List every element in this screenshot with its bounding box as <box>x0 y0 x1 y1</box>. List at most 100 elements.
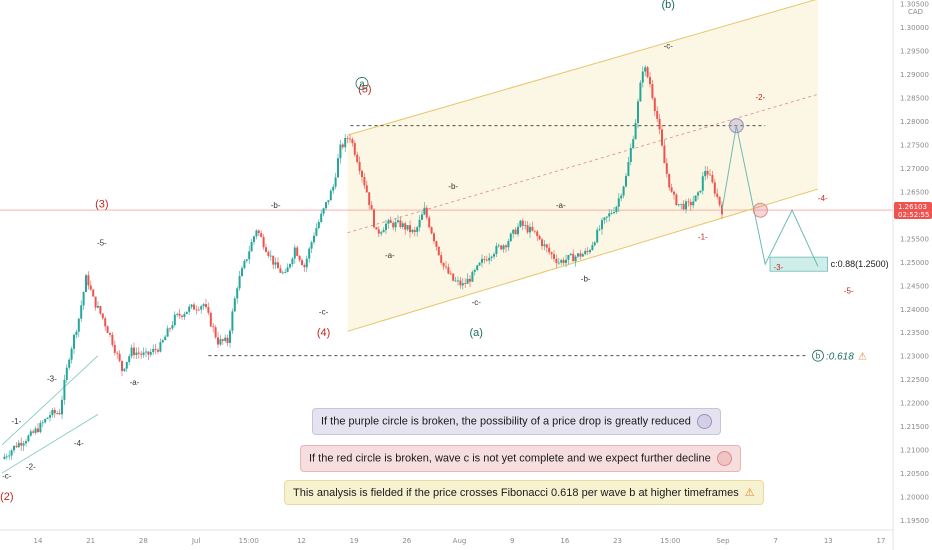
candle-body <box>53 409 56 414</box>
candle-body <box>411 229 414 233</box>
fib-circle-marker <box>812 349 824 362</box>
wave-label: -c- <box>472 298 482 307</box>
candle-body <box>190 304 193 307</box>
candle-body <box>221 339 224 341</box>
time-tick-label: Jul <box>191 537 201 545</box>
candle-body <box>34 428 37 433</box>
candle-body <box>209 312 212 327</box>
candle-body <box>41 422 44 424</box>
price-tick-label: 1.20500 <box>900 470 929 478</box>
candle-body <box>272 255 275 265</box>
candle-body <box>77 318 80 332</box>
candle-body <box>274 262 277 265</box>
candle-body <box>195 309 198 311</box>
candle-body <box>128 356 131 363</box>
candle-body <box>375 227 378 230</box>
fib-level-label: :0.618 <box>826 352 854 363</box>
candle-body <box>125 362 128 369</box>
candle-body <box>341 144 344 148</box>
price-tick-label: 1.25500 <box>900 235 929 243</box>
candle-body <box>56 413 59 414</box>
currency-unit-label: CAD <box>908 8 923 16</box>
candle-body <box>706 170 709 175</box>
candle-body <box>293 247 296 259</box>
price-axis[interactable]: 1.30500 1.30000 1.29500 1.29000 1.28500 1.280… <box>892 0 932 550</box>
candle-body <box>5 456 8 458</box>
candle-body <box>639 82 642 102</box>
candle-body <box>481 258 483 263</box>
candle-body <box>322 208 325 214</box>
candle-body <box>440 255 443 263</box>
candle-body <box>154 348 157 350</box>
candle-body <box>171 325 174 329</box>
candle-body <box>550 252 553 255</box>
candle-body <box>608 213 611 217</box>
price-tick-label: 1.23000 <box>900 353 929 361</box>
candle-body <box>553 254 555 259</box>
candle-body <box>697 192 699 196</box>
candle-body <box>97 305 99 308</box>
candle-body <box>694 195 697 202</box>
candle-body <box>711 174 714 183</box>
countdown-value: 02:52:55 <box>898 211 929 219</box>
candle-body <box>632 139 635 149</box>
candle-body <box>85 275 87 293</box>
candle-body <box>389 220 392 223</box>
price-axis-panel <box>893 0 932 550</box>
candle-body <box>152 348 155 353</box>
candle-body <box>718 196 721 205</box>
candle-body <box>289 263 291 268</box>
candle-body <box>589 249 591 253</box>
note-fibonacci: This analysis is fielded if the price cr… <box>284 480 764 505</box>
time-tick-label: 7 <box>773 537 777 545</box>
candle-body <box>260 233 263 237</box>
time-tick-label: 28 <box>139 537 148 545</box>
candle-body <box>82 292 85 306</box>
candle-body <box>603 217 606 221</box>
candle-body <box>137 352 140 354</box>
wave-label: (a) <box>470 327 483 339</box>
candle-body <box>248 251 251 260</box>
time-axis[interactable]: 14 21 28 Jul 15:00 12 19 26 Aug 9 16 23 15:00 Sep 7 13 1… <box>0 529 893 545</box>
candle-body <box>193 304 195 310</box>
candle-body <box>423 207 426 215</box>
candle-body <box>581 254 584 257</box>
price-tick-label: 1.19500 <box>900 517 929 525</box>
note-text: This analysis is fielded if the price cr… <box>293 487 739 499</box>
candle-body <box>649 77 651 85</box>
candle-body <box>557 262 560 264</box>
red-circle-marker <box>752 202 768 218</box>
price-tick-label: 1.27000 <box>900 165 929 173</box>
candle-body <box>104 318 107 327</box>
candle-body <box>661 129 663 146</box>
candle-body <box>505 245 507 248</box>
candle-body <box>121 360 123 371</box>
candle-body <box>255 230 258 237</box>
time-tick-label: 15:00 <box>660 537 680 545</box>
wave-label: -b- <box>448 182 458 191</box>
candle-body <box>692 201 695 206</box>
candle-body <box>493 254 495 257</box>
candle-body <box>418 219 421 228</box>
candle-body <box>214 327 217 338</box>
candle-body <box>497 245 500 247</box>
candle-body <box>329 190 332 201</box>
last-price-badge <box>894 202 932 220</box>
candle-body <box>512 229 515 234</box>
candle-body <box>183 314 186 317</box>
candle-body <box>709 174 711 176</box>
candle-body <box>699 190 702 193</box>
candle-body <box>421 214 423 220</box>
candle-body <box>689 202 692 206</box>
time-tick-label: 15:00 <box>239 537 259 545</box>
candle-body <box>596 229 599 243</box>
candle-body <box>567 255 570 260</box>
candle-body <box>555 258 558 263</box>
candle-body <box>668 173 671 188</box>
purple-circle-icon <box>696 414 712 429</box>
time-tick-label: 9 <box>510 537 514 545</box>
candle-body <box>92 289 95 297</box>
price-tick-label: 1.26500 <box>900 188 929 196</box>
candle-body <box>380 232 383 234</box>
